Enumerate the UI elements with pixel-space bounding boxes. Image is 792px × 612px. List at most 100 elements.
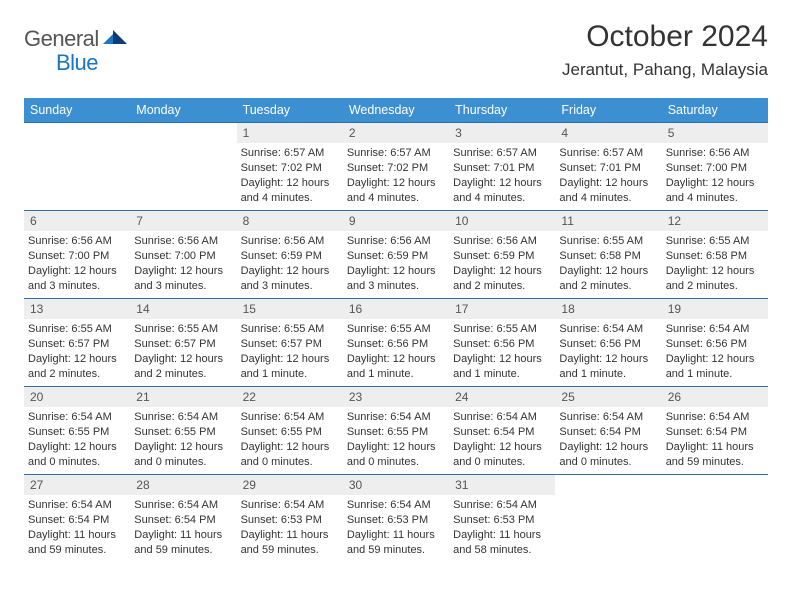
day-number: 8 <box>237 211 343 231</box>
daylight-text: Daylight: 12 hours and 2 minutes. <box>453 264 551 294</box>
daylight-text: Daylight: 12 hours and 2 minutes. <box>666 264 764 294</box>
daylight-text: Daylight: 11 hours and 59 minutes. <box>347 528 445 558</box>
day-cell: 5Sunrise: 6:56 AMSunset: 7:00 PMDaylight… <box>662 123 768 211</box>
day-content: Sunrise: 6:54 AMSunset: 6:53 PMDaylight:… <box>237 495 343 561</box>
day-content: Sunrise: 6:55 AMSunset: 6:58 PMDaylight:… <box>555 231 661 297</box>
day-number: 6 <box>24 211 130 231</box>
day-content: Sunrise: 6:57 AMSunset: 7:02 PMDaylight:… <box>343 143 449 209</box>
daylight-text: Daylight: 12 hours and 4 minutes. <box>666 176 764 206</box>
day-cell: 7Sunrise: 6:56 AMSunset: 7:00 PMDaylight… <box>130 211 236 299</box>
day-cell: 13Sunrise: 6:55 AMSunset: 6:57 PMDayligh… <box>24 299 130 387</box>
weekday-header-row: Sunday Monday Tuesday Wednesday Thursday… <box>24 98 768 123</box>
sunrise-text: Sunrise: 6:54 AM <box>134 498 232 513</box>
day-number: 11 <box>555 211 661 231</box>
day-cell: 6 Sunrise: 6:56 AMSunset: 7:00 PMDaylight… <box>24 211 130 299</box>
daylight-text: Daylight: 12 hours and 0 minutes. <box>347 440 445 470</box>
sunrise-text: Sunrise: 6:54 AM <box>559 410 657 425</box>
sunrise-text: Sunrise: 6:56 AM <box>134 234 232 249</box>
sunrise-text: Sunrise: 6:54 AM <box>559 322 657 337</box>
location: Jerantut, Pahang, Malaysia <box>562 60 768 80</box>
day-number: 1 <box>237 123 343 143</box>
day-number: 20 <box>24 387 130 407</box>
sunset-text: Sunset: 6:56 PM <box>559 337 657 352</box>
day-cell: 3Sunrise: 6:57 AMSunset: 7:01 PMDaylight… <box>449 123 555 211</box>
day-cell: 25Sunrise: 6:54 AMSunset: 6:54 PMDayligh… <box>555 387 661 475</box>
sunset-text: Sunset: 6:54 PM <box>134 513 232 528</box>
day-number: 27 <box>24 475 130 495</box>
day-content: Sunrise: 6:56 AMSunset: 6:59 PMDaylight:… <box>343 231 449 297</box>
calendar-grid: Sunday Monday Tuesday Wednesday Thursday… <box>24 98 768 563</box>
sunrise-text: Sunrise: 6:55 AM <box>241 322 339 337</box>
daylight-text: Daylight: 12 hours and 1 minute. <box>347 352 445 382</box>
week-row: 6Sunrise: 6:56 AMSunset: 7:00 PMDaylight… <box>24 211 768 299</box>
day-number: 14 <box>130 299 236 319</box>
sunrise-text: Sunrise: 6:56 AM <box>28 234 126 249</box>
day-number: 7 <box>130 211 236 231</box>
weekday-header: Monday <box>130 98 236 123</box>
sunset-text: Sunset: 6:53 PM <box>347 513 445 528</box>
daylight-text: Daylight: 11 hours and 58 minutes. <box>453 528 551 558</box>
day-content: Sunrise: 6:57 AMSunset: 7:01 PMDaylight:… <box>555 143 661 209</box>
sunset-text: Sunset: 6:55 PM <box>347 425 445 440</box>
day-cell: 1Sunrise: 6:57 AMSunset: 7:02 PMDaylight… <box>237 123 343 211</box>
daylight-text: Daylight: 12 hours and 3 minutes. <box>28 264 126 294</box>
sunset-text: Sunset: 6:56 PM <box>453 337 551 352</box>
day-content: Sunrise: 6:56 AMSunset: 7:00 PMDaylight:… <box>662 143 768 209</box>
day-content: Sunrise: 6:55 AMSunset: 6:56 PMDaylight:… <box>343 319 449 385</box>
sunset-text: Sunset: 7:02 PM <box>241 161 339 176</box>
daylight-text: Daylight: 12 hours and 2 minutes. <box>28 352 126 382</box>
day-number: 17 <box>449 299 555 319</box>
sunrise-text: Sunrise: 6:54 AM <box>241 498 339 513</box>
day-cell: 18Sunrise: 6:54 AMSunset: 6:56 PMDayligh… <box>555 299 661 387</box>
day-cell <box>662 475 768 563</box>
day-content: Sunrise: 6:54 AMSunset: 6:54 PMDaylight:… <box>24 495 130 561</box>
daylight-text: Daylight: 12 hours and 0 minutes. <box>559 440 657 470</box>
week-row: 1Sunrise: 6:57 AMSunset: 7:02 PMDaylight… <box>24 123 768 211</box>
day-cell: 23Sunrise: 6:54 AMSunset: 6:55 PMDayligh… <box>343 387 449 475</box>
weekday-header: Tuesday <box>237 98 343 123</box>
sunrise-text: Sunrise: 6:55 AM <box>666 234 764 249</box>
day-content: Sunrise: 6:54 AMSunset: 6:55 PMDaylight:… <box>24 407 130 473</box>
sunset-text: Sunset: 6:53 PM <box>241 513 339 528</box>
sunset-text: Sunset: 6:57 PM <box>28 337 126 352</box>
day-content: Sunrise: 6:57 AMSunset: 7:01 PMDaylight:… <box>449 143 555 209</box>
sunset-text: Sunset: 6:59 PM <box>347 249 445 264</box>
sunset-text: Sunset: 6:58 PM <box>666 249 764 264</box>
sunset-text: Sunset: 6:54 PM <box>666 425 764 440</box>
day-cell: 22Sunrise: 6:54 AMSunset: 6:55 PMDayligh… <box>237 387 343 475</box>
weekday-header: Sunday <box>24 98 130 123</box>
day-cell: 30Sunrise: 6:54 AMSunset: 6:53 PMDayligh… <box>343 475 449 563</box>
daylight-text: Daylight: 11 hours and 59 minutes. <box>134 528 232 558</box>
sunrise-text: Sunrise: 6:54 AM <box>347 410 445 425</box>
title-block: October 2024 Jerantut, Pahang, Malaysia <box>562 20 768 80</box>
sunrise-text: Sunrise: 6:57 AM <box>559 146 657 161</box>
daylight-text: Daylight: 12 hours and 4 minutes. <box>453 176 551 206</box>
day-number: 2 <box>343 123 449 143</box>
day-cell: 12Sunrise: 6:55 AMSunset: 6:58 PMDayligh… <box>662 211 768 299</box>
sunrise-text: Sunrise: 6:57 AM <box>453 146 551 161</box>
day-cell: 11Sunrise: 6:55 AMSunset: 6:58 PMDayligh… <box>555 211 661 299</box>
day-number: 9 <box>343 211 449 231</box>
day-number: 15 <box>237 299 343 319</box>
sunrise-text: Sunrise: 6:54 AM <box>28 410 126 425</box>
day-cell: 17Sunrise: 6:55 AMSunset: 6:56 PMDayligh… <box>449 299 555 387</box>
day-content: Sunrise: 6:54 AMSunset: 6:55 PMDaylight:… <box>343 407 449 473</box>
daylight-text: Daylight: 12 hours and 1 minute. <box>666 352 764 382</box>
day-cell: 31Sunrise: 6:54 AMSunset: 6:53 PMDayligh… <box>449 475 555 563</box>
day-content: Sunrise: 6:55 AMSunset: 6:57 PMDaylight:… <box>130 319 236 385</box>
day-cell: 19Sunrise: 6:54 AMSunset: 6:56 PMDayligh… <box>662 299 768 387</box>
logo: General <box>24 26 129 52</box>
sunset-text: Sunset: 6:55 PM <box>134 425 232 440</box>
day-cell: 9Sunrise: 6:56 AMSunset: 6:59 PMDaylight… <box>343 211 449 299</box>
day-content: Sunrise: 6:54 AMSunset: 6:56 PMDaylight:… <box>555 319 661 385</box>
sunrise-text: Sunrise: 6:57 AM <box>347 146 445 161</box>
sunset-text: Sunset: 7:02 PM <box>347 161 445 176</box>
day-cell: 29Sunrise: 6:54 AMSunset: 6:53 PMDayligh… <box>237 475 343 563</box>
sunset-text: Sunset: 6:54 PM <box>559 425 657 440</box>
sunset-text: Sunset: 7:00 PM <box>134 249 232 264</box>
day-number: 10 <box>449 211 555 231</box>
daylight-text: Daylight: 12 hours and 4 minutes. <box>241 176 339 206</box>
daylight-text: Daylight: 12 hours and 0 minutes. <box>134 440 232 470</box>
day-cell: 26Sunrise: 6:54 AMSunset: 6:54 PMDayligh… <box>662 387 768 475</box>
sunset-text: Sunset: 7:00 PM <box>28 249 126 264</box>
